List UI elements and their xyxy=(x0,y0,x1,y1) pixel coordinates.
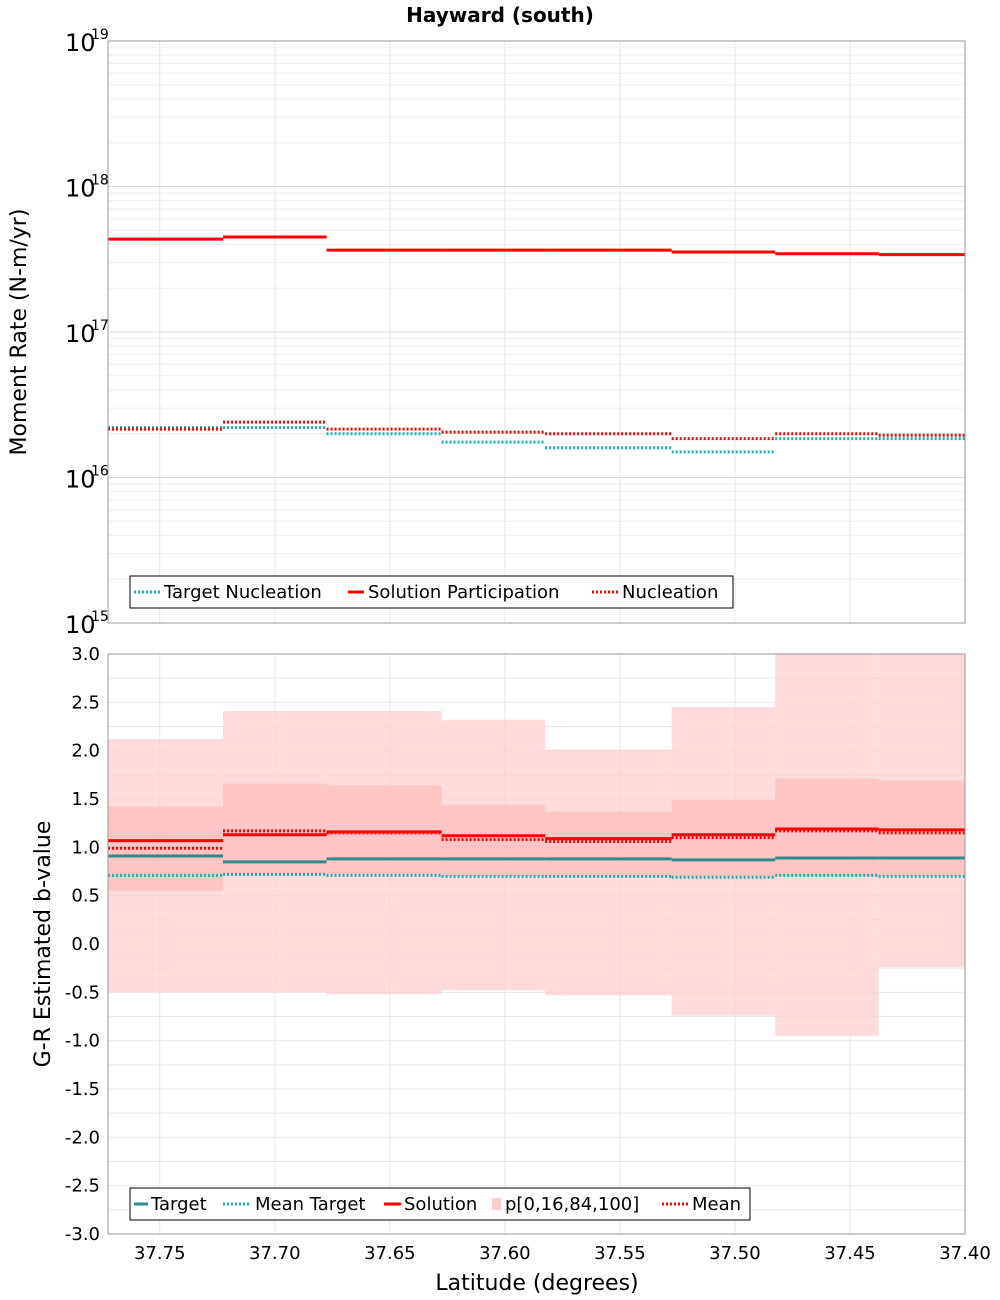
moment-rate-grid xyxy=(108,41,966,624)
x-tick-label: 37.75 xyxy=(134,1243,186,1264)
b-value-y-tick-label: -3.0 xyxy=(65,1224,100,1245)
moment-rate-y-tick-exponent: 16 xyxy=(91,464,109,480)
moment-rate-y-axis-label: Moment Rate (N-m/yr) xyxy=(7,209,32,456)
b-value-y-tick-label: 2.5 xyxy=(71,692,100,713)
legend-label-mean: Mean xyxy=(692,1194,741,1215)
moment-rate-y-tick-exponent: 19 xyxy=(91,27,109,43)
b-value-y-tick-label: -2.0 xyxy=(65,1127,100,1148)
moment-rate-y-tick-base: 10 xyxy=(65,175,96,203)
moment-rate-y-tick-exponent: 17 xyxy=(91,318,109,334)
moment-rate-y-tick-base: 10 xyxy=(65,466,96,494)
x-tick-label: 37.70 xyxy=(249,1243,301,1264)
moment-rate-y-tick-base: 10 xyxy=(65,29,96,57)
b-value-y-tick-label: 3.0 xyxy=(71,644,100,665)
b-value-y-ticks: 3.0 2.5 2.0 1.5 1.0 0.5 0.0 -0.5 -1.0 -1.5 -2.0 -2.… xyxy=(65,644,100,1245)
b-value-legend: Target Mean Target Solution p[0,16,84,10… xyxy=(129,1187,751,1221)
b-value-y-tick-label: 1.0 xyxy=(71,837,100,858)
b-value-y-tick-label: -0.5 xyxy=(65,982,100,1003)
b-value-plot-border xyxy=(107,653,966,1235)
moment-rate-plot-border xyxy=(107,40,966,624)
x-tick-label: 37.60 xyxy=(479,1243,531,1264)
b-value-inner-band xyxy=(326,785,442,875)
b-value-y-axis-label: G-R Estimated b-value xyxy=(31,821,56,1068)
legend-label-nucleation: Nucleation xyxy=(622,582,718,603)
moment-rate-legend: Target Nucleation Solution Participation… xyxy=(129,575,734,609)
b-value-y-tick-label: -1.5 xyxy=(65,1079,100,1100)
b-value-y-tick-label: -2.5 xyxy=(65,1176,100,1197)
b-value-y-tick-label: 0.0 xyxy=(71,934,100,955)
x-axis-ticks: 37.75 37.70 37.65 37.60 37.55 37.50 37.45 37.40 xyxy=(134,1243,991,1264)
b-value-inner-band xyxy=(545,811,672,877)
moment-rate-y-tick-exponent: 18 xyxy=(91,173,109,189)
x-tick-label: 37.40 xyxy=(939,1243,991,1264)
x-tick-label: 37.55 xyxy=(594,1243,646,1264)
x-tick-label: 37.65 xyxy=(364,1243,416,1264)
moment-rate-series xyxy=(108,235,965,454)
legend-label-target: Target xyxy=(150,1194,207,1215)
legend-label-mean-target: Mean Target xyxy=(255,1194,365,1215)
x-tick-label: 37.50 xyxy=(709,1243,761,1264)
b-value-legend-box xyxy=(129,1187,751,1221)
moment-rate-legend-box xyxy=(129,575,734,609)
moment-rate-y-tick-base: 10 xyxy=(65,611,96,639)
b-value-panel: 3.0 2.5 2.0 1.5 1.0 0.5 0.0 -0.5 -1.0 -1.5 -2.0 -2.… xyxy=(31,644,966,1245)
legend-label-solution: Solution xyxy=(404,1194,477,1215)
chart-title: Hayward (south) xyxy=(406,3,594,27)
b-value-y-tick-label: 0.5 xyxy=(71,886,100,907)
legend-label-target-nucleation: Target Nucleation xyxy=(163,582,322,603)
b-value-y-tick-label: -1.0 xyxy=(65,1031,100,1052)
x-axis-label: Latitude (degrees) xyxy=(435,1271,638,1296)
moment-rate-y-tick-exponent: 15 xyxy=(91,609,109,625)
b-value-series xyxy=(108,827,965,879)
b-value-inner-band xyxy=(223,783,327,875)
legend-swatch-percentile-band xyxy=(492,1198,501,1210)
legend-label-solution-participation: Solution Participation xyxy=(368,582,559,603)
x-tick-label: 37.45 xyxy=(824,1243,876,1264)
legend-label-percentile-band: p[0,16,84,100] xyxy=(505,1194,639,1215)
b-value-y-tick-label: 1.5 xyxy=(71,789,100,810)
b-value-percentile-bands xyxy=(108,654,965,1036)
moment-rate-y-tick-base: 10 xyxy=(65,320,96,348)
b-value-y-tick-label: 2.0 xyxy=(71,741,100,762)
